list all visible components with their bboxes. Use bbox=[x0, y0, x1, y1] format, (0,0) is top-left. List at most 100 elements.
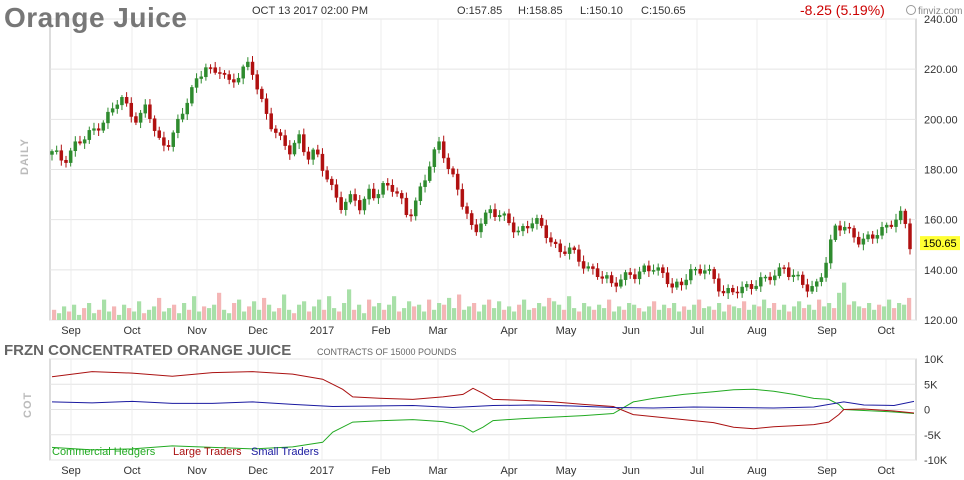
candle-body bbox=[497, 215, 502, 218]
candle-body bbox=[227, 74, 231, 80]
price-x-tick-label: Sep bbox=[817, 325, 837, 337]
candle-body bbox=[572, 247, 577, 251]
price-y-tick-label: 120.00 bbox=[924, 315, 958, 327]
volume-bar bbox=[67, 311, 72, 320]
candle-body bbox=[838, 225, 842, 231]
candle-body bbox=[59, 150, 64, 161]
candle-body bbox=[344, 201, 348, 210]
volume-bar bbox=[897, 303, 902, 320]
candle-body bbox=[749, 284, 754, 289]
volume-bar bbox=[707, 306, 712, 320]
volume-bar bbox=[277, 308, 282, 320]
candle-body bbox=[376, 194, 381, 199]
candle-body bbox=[446, 157, 451, 169]
quote-datetime: OCT 13 2017 02:00 PM bbox=[252, 5, 368, 17]
price-x-tick-label: Oct bbox=[877, 325, 894, 337]
candle-body bbox=[381, 183, 385, 195]
candle-body bbox=[236, 77, 241, 83]
volume-bar bbox=[72, 304, 77, 320]
volume-bar bbox=[782, 304, 787, 320]
volume-bar bbox=[787, 311, 792, 320]
volume-bar bbox=[827, 303, 832, 320]
volume-bar bbox=[582, 303, 587, 320]
candle-body bbox=[404, 197, 409, 216]
volume-bar bbox=[282, 294, 287, 320]
cot-x-tick-label: Jul bbox=[690, 465, 704, 477]
volume-bar bbox=[272, 311, 277, 320]
candle-body bbox=[493, 209, 497, 218]
quote-change: -8.25 (5.19%) bbox=[800, 2, 885, 18]
volume-bar bbox=[857, 306, 862, 320]
volume-bar bbox=[322, 309, 327, 320]
candle-body bbox=[302, 134, 306, 153]
candle-body bbox=[824, 262, 828, 278]
candle-body bbox=[707, 269, 712, 271]
candle-body bbox=[577, 249, 581, 262]
candle-body bbox=[87, 130, 92, 140]
volume-bar bbox=[732, 306, 737, 320]
volume-bar bbox=[832, 308, 837, 320]
volume-bar bbox=[342, 303, 347, 320]
volume-bar bbox=[447, 297, 452, 320]
candle-body bbox=[64, 159, 68, 163]
volume-bar bbox=[407, 301, 412, 320]
volume-bar bbox=[702, 308, 707, 320]
volume-bar bbox=[742, 301, 747, 320]
volume-bar bbox=[212, 304, 217, 320]
candle-body bbox=[120, 97, 124, 106]
candle-body bbox=[199, 76, 203, 79]
volume-bar bbox=[237, 299, 242, 320]
candle-body bbox=[385, 183, 390, 186]
volume-bar bbox=[577, 311, 582, 320]
candle-body bbox=[339, 197, 343, 210]
candle-body bbox=[483, 212, 488, 225]
volume-bar bbox=[887, 299, 892, 320]
candle-body bbox=[595, 268, 600, 278]
cot-x-tick-label: 2017 bbox=[310, 465, 334, 477]
volume-bar bbox=[222, 309, 227, 320]
finviz-link[interactable]: finviz.com bbox=[906, 5, 962, 17]
candle-body bbox=[222, 72, 227, 75]
candle-body bbox=[437, 141, 441, 150]
candle-body bbox=[106, 111, 110, 124]
volume-bar bbox=[427, 299, 432, 320]
volume-bar bbox=[77, 314, 82, 320]
candle-body bbox=[274, 128, 278, 133]
candle-body bbox=[842, 226, 847, 231]
candle-body bbox=[488, 209, 493, 214]
candle-body bbox=[511, 222, 516, 233]
volume-bar bbox=[837, 292, 842, 320]
candle-body bbox=[190, 87, 194, 104]
price-x-tick-label: Jul bbox=[690, 325, 704, 337]
volume-bar bbox=[497, 301, 502, 320]
candle-body bbox=[479, 223, 483, 233]
candle-body bbox=[684, 279, 688, 286]
volume-bar bbox=[572, 308, 577, 320]
volume-bar bbox=[697, 299, 702, 320]
price-y-tick-label: 180.00 bbox=[924, 165, 958, 177]
candle-body bbox=[311, 149, 315, 160]
price-y-tick-label: 140.00 bbox=[924, 265, 958, 277]
volume-bar bbox=[142, 313, 147, 320]
volume-bar bbox=[747, 309, 752, 320]
candle-body bbox=[525, 226, 530, 229]
volume-bar bbox=[807, 304, 812, 320]
candle-body bbox=[745, 284, 749, 288]
price-x-tick-label: Dec bbox=[248, 325, 268, 337]
candle-body bbox=[847, 226, 852, 229]
cot-y-tick-label: 5K bbox=[924, 379, 938, 391]
volume-bar bbox=[667, 308, 672, 320]
volume-bar bbox=[757, 306, 762, 320]
candle-body bbox=[82, 139, 87, 144]
candle-body bbox=[591, 266, 595, 269]
volume-bar bbox=[482, 304, 487, 320]
candle-body bbox=[413, 200, 418, 217]
candle-body bbox=[124, 97, 129, 104]
volume-bar bbox=[467, 306, 472, 320]
volume-bar bbox=[752, 304, 757, 320]
volume-bar bbox=[62, 306, 67, 320]
candle-body bbox=[759, 277, 763, 287]
candle-body bbox=[703, 270, 707, 274]
candle-body bbox=[465, 206, 469, 214]
volume-bar bbox=[502, 309, 507, 320]
